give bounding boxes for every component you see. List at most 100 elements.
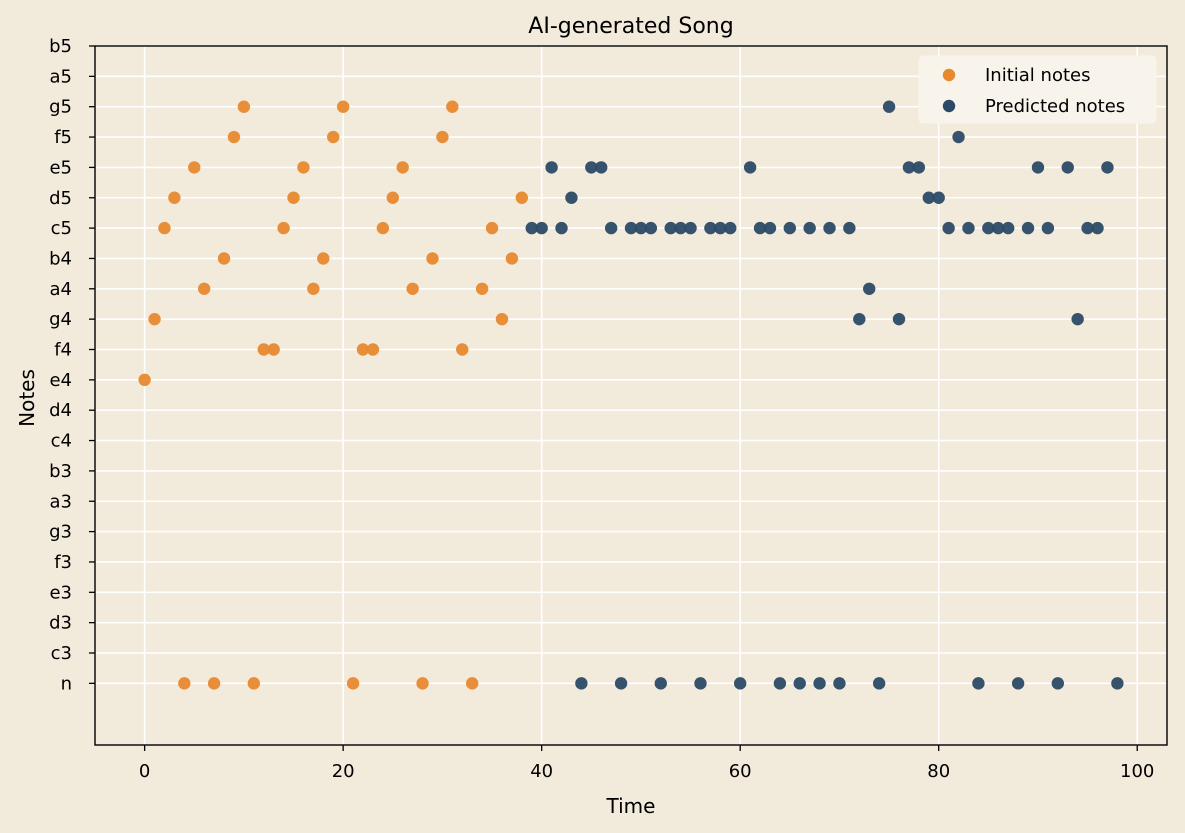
x-tick-label: 80	[927, 761, 950, 782]
predicted-note-point	[575, 677, 588, 690]
x-tick-label: 60	[729, 761, 752, 782]
y-tick-label: n	[61, 673, 72, 694]
initial-note-point	[406, 282, 419, 295]
initial-note-point	[336, 100, 350, 113]
y-tick-label: f3	[54, 552, 72, 573]
y-tick-label: e5	[49, 157, 72, 178]
y-tick-label: d5	[49, 188, 72, 209]
y-tick-label: a3	[50, 491, 72, 512]
initial-note-point	[237, 100, 251, 113]
y-tick-label: g3	[49, 522, 72, 543]
y-tick-label: e4	[49, 370, 72, 391]
initial-note-point	[277, 221, 290, 235]
predicted-note-point	[694, 677, 707, 690]
predicted-note-point	[604, 221, 618, 235]
predicted-note-point	[624, 221, 638, 235]
predicted-note-point	[803, 221, 816, 235]
y-tick-label: b4	[49, 248, 72, 269]
predicted-note-point	[833, 677, 846, 690]
predicted-note-point	[684, 221, 697, 235]
y-tick-label: g4	[49, 309, 72, 330]
x-tick-label: 0	[139, 761, 150, 782]
x-tick-label: 40	[530, 761, 553, 782]
initial-note-point	[327, 130, 340, 144]
initial-note-point	[148, 312, 161, 326]
predicted-note-point	[1051, 677, 1065, 690]
initial-note-point	[247, 677, 261, 690]
predicted-note-point	[733, 677, 747, 690]
initial-note-point	[495, 312, 509, 326]
initial-note-point	[307, 282, 320, 295]
legend-marker	[942, 68, 956, 82]
initial-note-point	[257, 343, 270, 356]
predicted-note-point	[644, 221, 658, 235]
initial-note-point	[217, 252, 231, 265]
predicted-note-point	[634, 221, 648, 235]
initial-note-point	[227, 130, 241, 144]
predicted-note-point	[1071, 312, 1084, 326]
y-tick-label: a4	[50, 279, 72, 300]
predicted-note-point	[942, 221, 955, 235]
predicted-note-point	[724, 221, 737, 235]
predicted-note-point	[1001, 221, 1015, 235]
initial-note-point	[188, 161, 201, 174]
predicted-note-point	[674, 221, 687, 235]
predicted-note-point	[853, 312, 866, 326]
predicted-note-point	[882, 100, 896, 113]
predicted-note-point	[714, 221, 727, 235]
predicted-note-point	[664, 221, 677, 235]
predicted-note-point	[525, 221, 538, 235]
initial-note-point	[366, 343, 380, 356]
initial-note-point	[475, 282, 489, 295]
predicted-note-point	[1031, 161, 1045, 174]
predicted-note-point	[843, 221, 856, 235]
predicted-note-point	[892, 312, 906, 326]
predicted-note-point	[1061, 161, 1074, 174]
predicted-note-point	[1101, 161, 1114, 174]
predicted-note-point	[773, 677, 787, 690]
predicted-note-point	[992, 221, 1005, 235]
initial-note-point	[207, 677, 221, 690]
y-tick-label: d4	[49, 400, 72, 421]
initial-note-point	[485, 221, 499, 235]
predicted-note-point	[823, 221, 836, 235]
initial-note-point	[436, 130, 449, 144]
x-tick-label: 100	[1120, 761, 1154, 782]
initial-note-point	[446, 100, 459, 113]
predicted-note-point	[972, 677, 985, 690]
predicted-note-point	[753, 221, 767, 235]
predicted-note-point	[595, 161, 608, 174]
predicted-note-point	[982, 221, 995, 235]
predicted-note-point	[912, 161, 926, 174]
y-tick-label: c5	[51, 218, 72, 239]
predicted-note-point	[813, 677, 826, 690]
initial-note-point	[416, 677, 429, 690]
initial-note-point	[168, 191, 181, 204]
x-axis-label: Time	[606, 794, 656, 818]
predicted-note-point	[1091, 221, 1104, 235]
initial-note-point	[505, 252, 519, 265]
initial-note-point	[346, 677, 360, 690]
initial-note-point	[178, 677, 191, 690]
y-tick-label: d3	[49, 613, 72, 634]
y-tick-label: a5	[50, 66, 72, 87]
initial-note-point	[396, 161, 409, 174]
y-tick-label: f5	[54, 127, 72, 148]
y-tick-label: c4	[51, 431, 72, 452]
predicted-note-point	[863, 282, 876, 295]
initial-note-point	[267, 343, 280, 356]
legend-label: Initial notes	[985, 65, 1090, 86]
predicted-note-point	[743, 161, 757, 174]
plot-frame	[94, 45, 1168, 746]
x-tick-label: 20	[332, 761, 355, 782]
initial-note-point	[158, 221, 171, 235]
initial-note-point	[426, 252, 439, 265]
predicted-note-point	[585, 161, 598, 174]
y-tick-label: b3	[49, 461, 72, 482]
predicted-note-point	[555, 221, 568, 235]
predicted-note-point	[783, 221, 797, 235]
predicted-note-point	[872, 677, 886, 690]
predicted-note-point	[704, 221, 717, 235]
y-tick-label: g5	[49, 97, 72, 118]
